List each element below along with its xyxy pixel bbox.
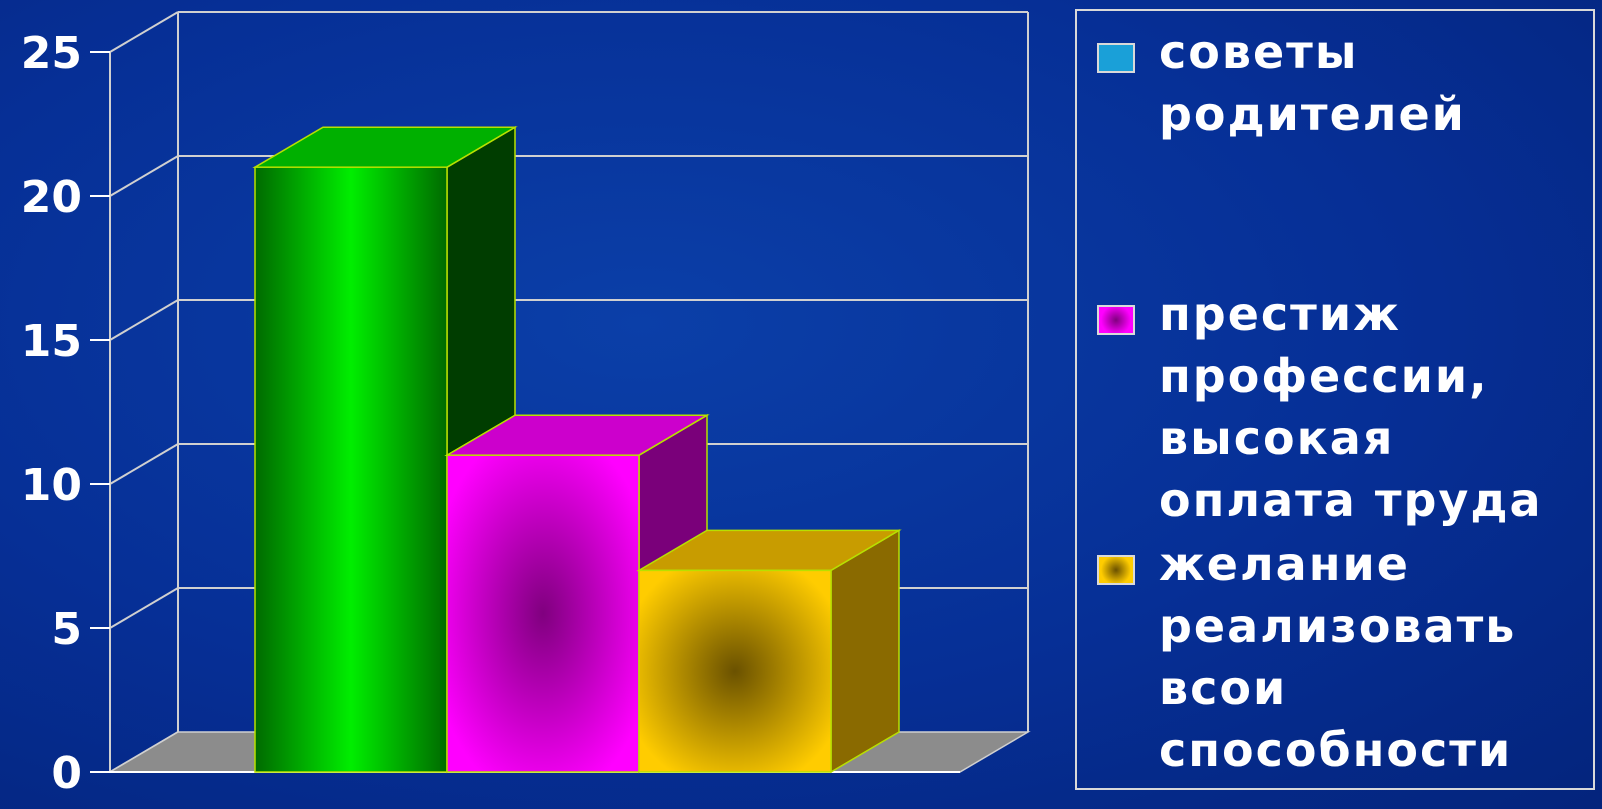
bars	[252, 125, 902, 774]
legend: советы родителей престиж профессии, высо…	[1075, 9, 1595, 790]
gridline-wall	[109, 587, 179, 629]
gridline-wall	[109, 155, 179, 197]
gridline-wall	[109, 299, 179, 341]
y-tick-label: 20	[21, 172, 82, 223]
bar-1	[252, 125, 518, 774]
y-tick-label: 5	[51, 604, 82, 655]
legend-swatch	[1097, 305, 1135, 335]
gridline-wall	[109, 443, 179, 485]
legend-swatch	[1097, 43, 1135, 73]
y-tick-label: 25	[21, 28, 82, 79]
bar-front	[446, 454, 640, 773]
y-tick-label: 10	[21, 460, 82, 511]
y-tick-label: 15	[21, 316, 82, 367]
legend-label: советы родителей	[1159, 25, 1466, 141]
legend-label: желание реализовать всои способности	[1159, 537, 1517, 777]
legend-swatch	[1097, 555, 1135, 585]
gridline-wall	[109, 11, 179, 53]
bar-3	[636, 529, 902, 774]
bar-side	[830, 529, 900, 774]
y-axis: 0 5 10 15 20 25	[21, 28, 110, 799]
bar-front	[638, 569, 832, 773]
legend-label: престиж профессии, высокая оплата труда	[1159, 287, 1543, 527]
y-tick-label: 0	[51, 748, 82, 799]
bar-front	[254, 166, 448, 773]
